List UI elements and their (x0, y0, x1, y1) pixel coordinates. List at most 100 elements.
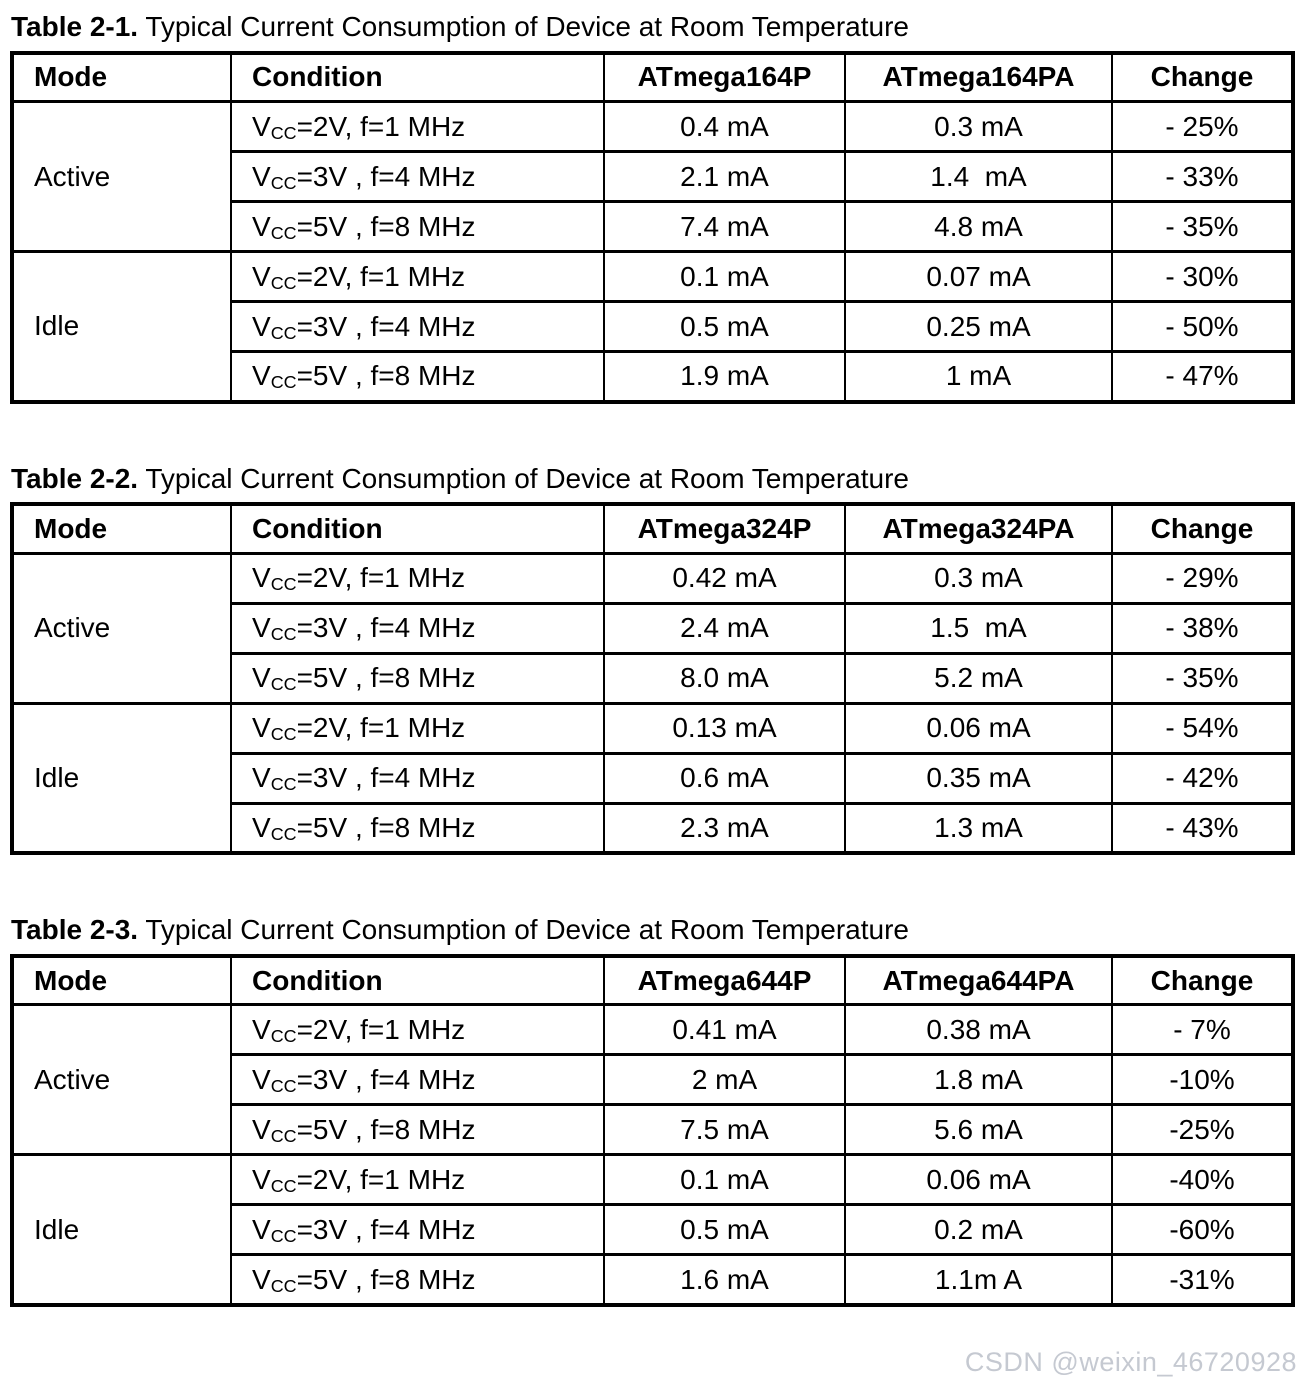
table-row: Active VCC=2V, f=1 MHz 0.41 mA 0.38 mA - 7% (11, 1003, 1294, 1157)
device-pa-value: 5.2 mA (844, 651, 1113, 705)
vcc-symbol: V (252, 1063, 271, 1095)
header-row: Mode Condition ATmega324P ATmega324PA Change (11, 502, 1294, 555)
table-row: VCC=3V , f=4 MHz 2 mA 1.8 mA -10% (12, 1053, 1294, 1107)
vcc-symbol: V (252, 1213, 271, 1245)
condition-cell: VCC=5V , f=8 MHz (230, 1103, 605, 1157)
vcc-symbol: V (252, 1163, 271, 1195)
condition-text: =5V , f=8 MHz (296, 210, 476, 242)
table-row: VCC=3V , f=4 MHz 0.5 mA 0.2 mA -60% (12, 1203, 1294, 1257)
condition-cell: VCC=5V , f=8 MHz (230, 200, 605, 254)
change-value: - 35% (1111, 651, 1294, 705)
condition-cell: VCC=3V , f=4 MHz (230, 300, 605, 354)
change-value: - 33% (1111, 150, 1294, 204)
condition-cell: VCC=2V, f=1 MHz (230, 1153, 605, 1207)
vcc-symbol: V (252, 762, 271, 794)
change-value: - 7% (1111, 1003, 1294, 1057)
device-p-value: 0.4 mA (603, 100, 846, 154)
tables-container: Table 2-1. Typical Current Consumption o… (10, 10, 1295, 1307)
vcc-symbol: V (252, 1263, 271, 1295)
device-pa-value: 4.8 mA (844, 200, 1113, 254)
table-title-label: Table 2-3. (11, 914, 139, 946)
table-header: Mode Condition ATmega164P ATmega164PA Change (11, 51, 1294, 104)
vcc-symbol: V (252, 210, 271, 242)
device-pa-value: 1.8 mA (844, 1053, 1113, 1107)
document-page: Table 2-1. Typical Current Consumption o… (10, 10, 1296, 1377)
condition-text: =2V, f=1 MHz (296, 110, 466, 142)
change-value: - 42% (1111, 751, 1294, 805)
vcc-subscript: CC (270, 322, 297, 343)
vcc-subscript: CC (270, 823, 297, 844)
condition-text: =3V , f=4 MHz (296, 762, 476, 794)
device-pa-value: 1.5 mA (844, 601, 1113, 655)
header-row: Mode Condition ATmega644P ATmega644PA Change (11, 954, 1294, 1007)
device-p-value: 2.3 mA (603, 801, 846, 855)
change-value: -25% (1111, 1103, 1294, 1157)
col-header-device-pa: ATmega324PA (844, 502, 1113, 555)
vcc-symbol: V (252, 260, 271, 292)
table-block: Table 2-2. Typical Current Consumption o… (10, 462, 1295, 856)
vcc-symbol: V (252, 712, 271, 744)
device-pa-value: 0.3 mA (844, 551, 1113, 605)
table-row: VCC=5V , f=8 MHz 7.5 mA 5.6 mA -25% (12, 1103, 1294, 1157)
device-pa-value: 0.06 mA (844, 701, 1113, 755)
table-row: VCC=5V , f=8 MHz 1.6 mA 1.1m A -31% (12, 1253, 1294, 1307)
condition-cell: VCC=3V , f=4 MHz (230, 601, 605, 655)
table-row: VCC=3V , f=4 MHz 2.1 mA 1.4 mA - 33% (12, 150, 1294, 204)
device-p-value: 2.4 mA (603, 601, 846, 655)
device-pa-value: 1.3 mA (844, 801, 1113, 855)
change-value: - 47% (1111, 350, 1294, 404)
condition-text: =3V , f=4 MHz (296, 1213, 476, 1245)
table-row: Active VCC=2V, f=1 MHz 0.4 mA 0.3 mA - 25% (11, 100, 1294, 254)
change-value: - 54% (1111, 701, 1294, 755)
condition-text: =3V , f=4 MHz (296, 1063, 476, 1095)
vcc-symbol: V (252, 160, 271, 192)
vcc-symbol: V (252, 612, 271, 644)
device-p-value: 1.6 mA (603, 1253, 846, 1307)
vcc-subscript: CC (270, 1075, 297, 1096)
vcc-subscript: CC (270, 774, 297, 795)
condition-text: =2V, f=1 MHz (296, 562, 466, 594)
device-pa-value: 0.25 mA (844, 300, 1113, 354)
vcc-subscript: CC (270, 1225, 297, 1246)
change-value: - 43% (1111, 801, 1294, 855)
condition-cell: VCC=3V , f=4 MHz (230, 150, 605, 204)
device-p-value: 2.1 mA (603, 150, 846, 204)
table-row: Idle VCC=2V, f=1 MHz 0.1 mA 0.07 mA - 30% (11, 250, 1294, 404)
col-header-device-pa: ATmega644PA (844, 954, 1113, 1007)
table-title: Table 2-1. Typical Current Consumption o… (11, 10, 1291, 44)
condition-text: =5V , f=8 MHz (296, 662, 476, 694)
device-p-value: 1.9 mA (603, 350, 846, 404)
vcc-subscript: CC (270, 674, 297, 695)
watermark: CSDN @weixin_46720928 (964, 1347, 1297, 1377)
table-row: VCC=3V , f=4 MHz 0.5 mA 0.25 mA - 50% (12, 300, 1294, 354)
vcc-symbol: V (252, 562, 271, 594)
table-title-label: Table 2-2. (11, 462, 139, 494)
table-title: Table 2-3. Typical Current Consumption o… (11, 913, 1291, 947)
device-pa-value: 0.3 mA (844, 100, 1113, 154)
col-header-condition: Condition (230, 502, 605, 555)
vcc-subscript: CC (270, 624, 297, 645)
condition-cell: VCC=5V , f=8 MHz (230, 801, 605, 855)
condition-text: =2V, f=1 MHz (296, 260, 466, 292)
condition-text: =3V , f=4 MHz (296, 160, 476, 192)
condition-cell: VCC=5V , f=8 MHz (230, 1253, 605, 1307)
current-consumption-table: Mode Condition ATmega644P ATmega644PA Change… (10, 953, 1295, 1307)
condition-cell: VCC=3V , f=4 MHz (230, 1203, 605, 1257)
table-body: Active VCC=2V, f=1 MHz 0.4 mA 0.3 mA - 25% VC… (11, 100, 1294, 404)
vcc-subscript: CC (270, 222, 297, 243)
vcc-subscript: CC (270, 1175, 297, 1196)
mode-cell: Idle (11, 701, 232, 855)
device-pa-value: 0.38 mA (844, 1003, 1113, 1057)
col-header-device-p: ATmega164P (603, 51, 846, 104)
mode-cell: Active (11, 1003, 232, 1157)
device-p-value: 0.5 mA (603, 1203, 846, 1257)
change-value: -40% (1111, 1153, 1294, 1207)
condition-cell: VCC=5V , f=8 MHz (230, 651, 605, 705)
col-header-change: Change (1111, 502, 1294, 555)
table-title-label: Table 2-1. (11, 11, 139, 42)
condition-cell: VCC=3V , f=4 MHz (230, 1053, 605, 1107)
change-value: - 30% (1111, 250, 1294, 304)
condition-text: =3V , f=4 MHz (296, 612, 476, 644)
mode-cell: Active (11, 551, 232, 705)
condition-text: =2V, f=1 MHz (296, 1013, 466, 1045)
